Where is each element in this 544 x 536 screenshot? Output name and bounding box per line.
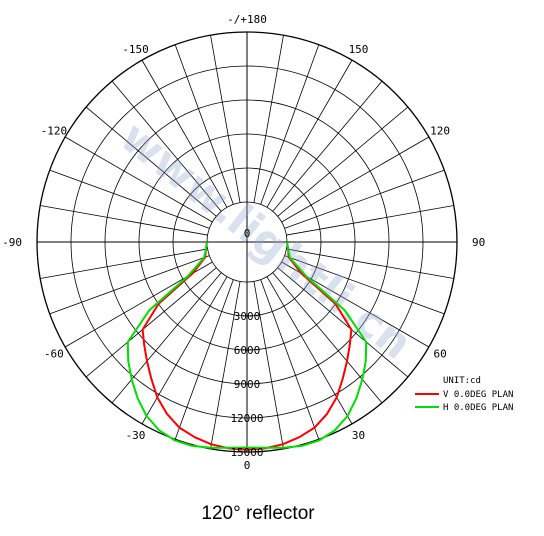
legend-unit: UNIT:cd — [443, 376, 481, 386]
spoke-line — [111, 272, 222, 404]
spoke-line — [277, 106, 409, 217]
radial-tick-label: 9000 — [234, 378, 261, 391]
angle-label: -120 — [41, 125, 68, 138]
range-ring — [104, 99, 390, 385]
spoke-line — [253, 281, 284, 449]
angle-label: 30 — [352, 429, 365, 442]
spoke-line — [141, 276, 228, 425]
spoke-line — [85, 267, 217, 378]
spoke-line — [210, 35, 241, 203]
range-ring — [172, 167, 322, 317]
angle-label: -90 — [2, 236, 22, 249]
spoke-line — [111, 80, 222, 212]
angle-label: 60 — [433, 348, 446, 361]
radial-tick-label: 0 — [244, 227, 251, 240]
spoke-line — [85, 106, 217, 217]
spoke-line — [174, 44, 234, 205]
angle-label: -60 — [44, 348, 64, 361]
legend-entry: V 0.0DEG PLAN — [443, 390, 513, 400]
angle-label: 120 — [430, 125, 450, 138]
range-ring — [138, 133, 356, 351]
watermark: www.lightli.cn — [111, 111, 421, 369]
spoke-line — [253, 35, 284, 203]
polar-grid — [36, 31, 458, 453]
spoke-line — [286, 205, 454, 236]
series-curves — [126, 241, 368, 451]
spoke-line — [284, 255, 445, 315]
spoke-line — [141, 59, 228, 208]
chart-caption: 120° reflector — [201, 503, 315, 524]
angle-label: -30 — [126, 429, 146, 442]
spoke-line — [49, 255, 210, 315]
spoke-line — [266, 59, 353, 208]
angle-label: 0 — [244, 459, 251, 472]
spoke-line — [40, 248, 208, 279]
spoke-line — [40, 205, 208, 236]
spoke-line — [281, 136, 430, 223]
spoke-line — [272, 272, 383, 404]
radial-tick-label: 6000 — [234, 344, 261, 357]
angle-label: -150 — [122, 43, 149, 56]
radial-tick-label: 12000 — [230, 412, 263, 425]
legend-entry: H 0.0DEG PLAN — [443, 403, 513, 413]
angle-label: 90 — [472, 236, 485, 249]
spoke-line — [284, 169, 445, 229]
spoke-line — [272, 80, 383, 212]
watermark-text: www.lightli.cn — [111, 111, 421, 369]
spoke-line — [64, 136, 213, 223]
spoke-line — [210, 281, 241, 449]
spoke-line — [49, 169, 210, 229]
range-ring — [36, 31, 458, 453]
angle-label: 150 — [349, 43, 369, 56]
axis-labels: 0 30 60 90 120 150 -/+180 -150 -120 -90 -60 -30 0 300… — [2, 13, 485, 472]
spoke-line — [277, 267, 409, 378]
radial-tick-label: 15000 — [230, 446, 263, 459]
angle-label: -/+180 — [227, 13, 267, 26]
series-curve — [141, 241, 353, 451]
spoke-line — [260, 44, 320, 205]
spoke-line — [174, 279, 234, 440]
spoke-line — [260, 279, 320, 440]
spoke-line — [266, 276, 353, 425]
radial-tick-label: 3000 — [234, 310, 261, 323]
range-ring — [70, 65, 424, 419]
spoke-line — [286, 248, 454, 279]
series-curve — [126, 241, 368, 449]
legend: UNIT:cd V 0.0DEG PLAN H 0.0DEG PLAN — [415, 376, 513, 413]
